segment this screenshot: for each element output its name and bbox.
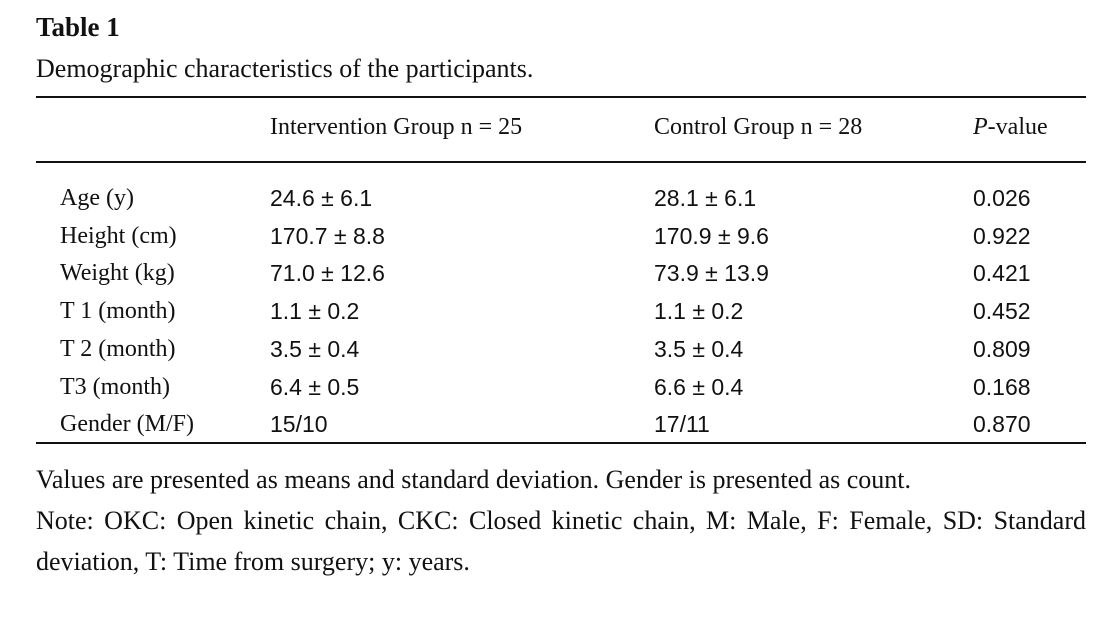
footnote: Values are presented as means and standa… xyxy=(36,465,912,494)
table-cell: 3.5 ± 0.4 xyxy=(654,336,744,362)
table-cell: 6.4 ± 0.5 xyxy=(270,374,360,400)
header-text: -value xyxy=(987,114,1048,140)
row-label: Age (y) xyxy=(60,185,134,211)
top-rule xyxy=(36,96,1086,98)
row-label: T 1 (month) xyxy=(60,298,176,324)
table-cell: 0.452 xyxy=(973,298,1031,324)
row-label: Weight (kg) xyxy=(60,260,175,286)
table-title: Table 1 xyxy=(36,12,120,42)
row-label: Gender (M/F) xyxy=(60,411,194,437)
table-cell: 170.7 ± 8.8 xyxy=(270,223,385,249)
table-cell: 1.1 ± 0.2 xyxy=(270,298,360,324)
table-cell: 73.9 ± 13.9 xyxy=(654,260,769,286)
footnotes: Values are presented as means and standa… xyxy=(36,459,1086,582)
table-cell: 24.6 ± 6.1 xyxy=(270,185,373,211)
table-cell: 3.5 ± 0.4 xyxy=(270,336,360,362)
footnote: Note: OKC: Open kinetic chain, CKC: Clos… xyxy=(36,506,1086,576)
table-cell: 0.809 xyxy=(973,336,1031,362)
header-cell: Intervention Group n = 25 xyxy=(270,114,523,140)
table-cell: 0.026 xyxy=(973,185,1031,211)
table-cell: 170.9 ± 9.6 xyxy=(654,223,769,249)
header-rule xyxy=(36,161,1086,163)
row-label: T 2 (month) xyxy=(60,336,176,362)
header-cell: P-value xyxy=(973,112,1048,142)
table-cell: 0.922 xyxy=(973,223,1031,249)
table-cell: 17/11 xyxy=(654,411,710,437)
table-caption: Demographic characteristics of the parti… xyxy=(36,54,534,83)
table-cell: 28.1 ± 6.1 xyxy=(654,185,757,211)
table-cell: 0.168 xyxy=(973,374,1031,400)
header-cell: Control Group n = 28 xyxy=(654,114,863,140)
row-label: T3 (month) xyxy=(60,374,170,400)
table-cell: 6.6 ± 0.4 xyxy=(654,374,744,400)
header-italic: P xyxy=(973,114,988,140)
table-cell: 15/10 xyxy=(270,411,328,437)
row-label: Height (cm) xyxy=(60,223,177,249)
table-cell: 1.1 ± 0.2 xyxy=(654,298,744,324)
table-cell: 71.0 ± 12.6 xyxy=(270,260,385,286)
bottom-rule xyxy=(36,442,1086,444)
table-cell: 0.421 xyxy=(973,260,1031,286)
table-cell: 0.870 xyxy=(973,411,1031,437)
